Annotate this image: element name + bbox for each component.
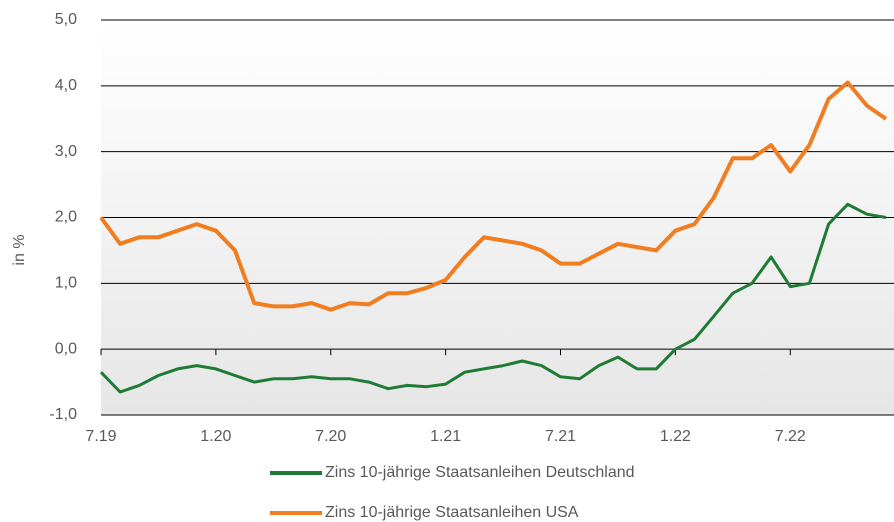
x-tick-label: 7.19 <box>85 428 116 445</box>
x-tick-label: 1.20 <box>200 428 231 445</box>
x-tick-label: 7.20 <box>315 428 346 445</box>
x-tick-label: 1.22 <box>660 428 691 445</box>
x-tick-label: 1.21 <box>430 428 461 445</box>
series-line <box>99 202 887 394</box>
y-axis-label: in % <box>11 234 28 265</box>
y-tick-label: 0,0 <box>55 340 77 357</box>
y-tick-label: 2,0 <box>55 209 77 226</box>
y-tick-label: 5,0 <box>55 11 77 28</box>
legend-label: Zins 10-jährige Staatsanleihen Deutschla… <box>325 464 635 481</box>
y-tick-label: 4,0 <box>55 77 77 94</box>
y-tick-label: 1,0 <box>55 275 77 292</box>
x-tick-label: 7.22 <box>775 428 806 445</box>
legend-label: Zins 10-jährige Staatsanleihen USA <box>325 504 579 521</box>
y-tick-label: 3,0 <box>55 143 77 160</box>
series-line <box>99 80 888 312</box>
y-tick-label: -1,0 <box>49 406 77 423</box>
x-tick-label: 7.21 <box>545 428 576 445</box>
